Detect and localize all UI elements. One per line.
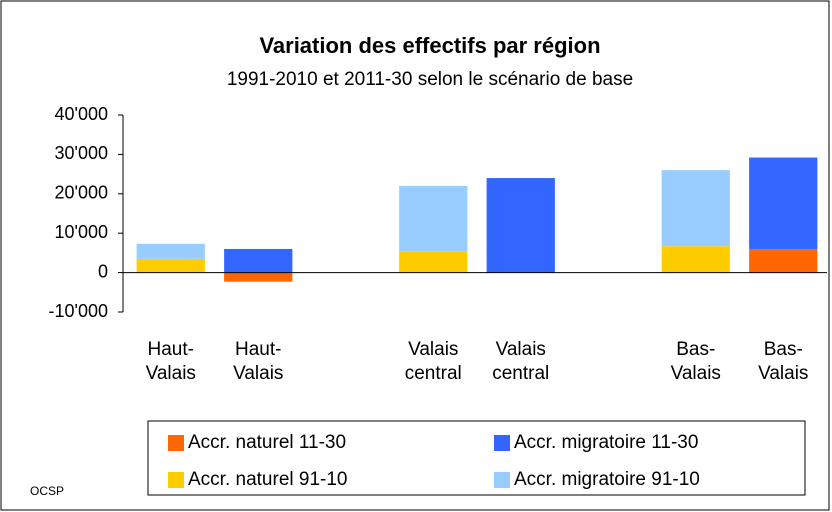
x-tick-label: Valais central <box>492 339 550 384</box>
y-tick-label: 10'000 <box>55 222 109 242</box>
source-note: OCSP <box>30 484 64 498</box>
bar-segment <box>224 272 293 282</box>
bar-segment <box>486 178 555 273</box>
legend-label: Accr. naturel 11-30 <box>188 432 346 453</box>
bar-segment <box>661 246 730 273</box>
y-tick-label: 30'000 <box>55 143 109 163</box>
legend-swatch <box>494 435 510 451</box>
x-tick-label: Valais central <box>404 339 462 384</box>
legend-label: Accr. migratoire 11-30 <box>514 432 698 453</box>
y-tick-label: 20'000 <box>55 183 109 203</box>
legend-swatch <box>168 435 184 451</box>
bar-segment <box>661 170 730 247</box>
y-tick-label: 0 <box>98 261 108 281</box>
legend-box <box>147 420 806 496</box>
y-tick-label: -10'000 <box>49 301 108 321</box>
legend-swatch <box>168 472 184 488</box>
bar-segment <box>136 258 205 273</box>
legend-label: Accr. naturel 91-10 <box>188 469 347 490</box>
bar-segment <box>136 243 205 259</box>
legend-swatch <box>494 472 510 488</box>
bar-segment <box>399 251 468 273</box>
x-tick-label: Haut-Valais <box>233 339 284 384</box>
x-tick-label: Bas-Valais <box>758 339 809 384</box>
bar-segment <box>399 185 468 252</box>
legend-label: Accr. migratoire 91-10 <box>514 469 700 490</box>
chart-title: Variation des effectifs par région <box>259 33 600 58</box>
x-tick-label: Bas-Valais <box>670 339 721 384</box>
bar-segment <box>749 248 818 273</box>
chart-subtitle: 1991-2010 et 2011-30 selon le scénario d… <box>227 69 633 90</box>
bar-segment <box>224 248 293 273</box>
x-tick-label: Haut-Valais <box>145 339 196 384</box>
y-tick-label: 40'000 <box>55 104 109 124</box>
bar-segment <box>749 157 818 249</box>
